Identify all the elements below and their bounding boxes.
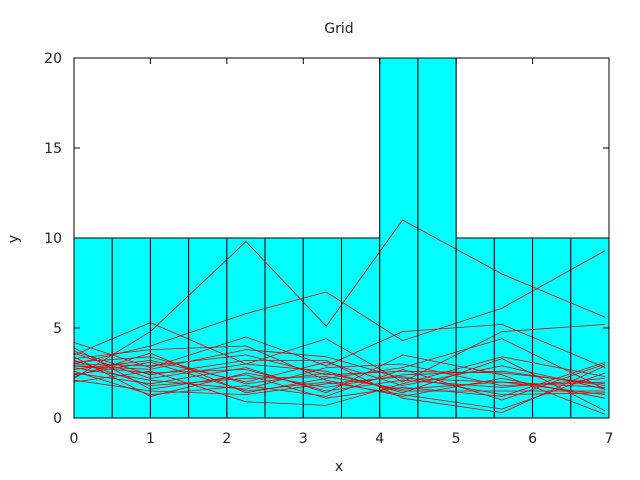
bar-0 bbox=[73, 237, 113, 419]
y-tick-label: 20 bbox=[44, 51, 62, 67]
x-axis-ticks: 0 1 2 3 4 5 6 7 bbox=[70, 58, 614, 447]
x-tick-label: 4 bbox=[375, 431, 384, 447]
y-axis-label: y bbox=[6, 235, 22, 243]
y-tick-label: 10 bbox=[44, 231, 62, 247]
bar-9 bbox=[417, 57, 457, 419]
series-line-17 bbox=[73, 354, 606, 415]
bar-7 bbox=[341, 237, 381, 419]
x-tick-label: 1 bbox=[146, 431, 155, 447]
x-axis-label: x bbox=[335, 459, 343, 475]
series-line-1 bbox=[73, 250, 606, 365]
chart-title: Grid bbox=[324, 21, 353, 37]
series-line-11 bbox=[73, 376, 606, 396]
series-line-21 bbox=[73, 349, 606, 395]
series-line-9 bbox=[73, 363, 606, 401]
series-lines-group bbox=[73, 219, 606, 415]
series-line-10 bbox=[73, 352, 606, 412]
series-line-12 bbox=[73, 345, 606, 399]
series-line-15 bbox=[73, 356, 606, 406]
y-tick-label: 15 bbox=[44, 141, 62, 157]
series-line-13 bbox=[73, 363, 606, 390]
y-tick-label: 0 bbox=[53, 411, 62, 427]
series-line-4 bbox=[73, 359, 606, 390]
series-line-3 bbox=[73, 323, 606, 369]
y-tick-label: 5 bbox=[53, 321, 62, 337]
series-line-6 bbox=[73, 365, 606, 392]
bar-1 bbox=[111, 237, 151, 419]
x-tick-label: 0 bbox=[70, 431, 79, 447]
series-line-18 bbox=[73, 351, 606, 414]
series-line-2 bbox=[73, 322, 606, 383]
y-axis-ticks: 0 5 10 15 20 bbox=[44, 51, 609, 427]
series-line-14 bbox=[73, 356, 606, 397]
bars-group bbox=[73, 57, 610, 419]
bar-6 bbox=[302, 237, 342, 419]
x-tick-label: 2 bbox=[222, 431, 231, 447]
series-line-5 bbox=[73, 354, 606, 385]
series-line-7 bbox=[73, 361, 606, 410]
x-tick-label: 3 bbox=[299, 431, 308, 447]
bar-8 bbox=[379, 57, 419, 419]
x-tick-label: 7 bbox=[605, 431, 614, 447]
series-line-19 bbox=[73, 338, 606, 394]
series-line-0 bbox=[73, 219, 606, 379]
x-tick-label: 6 bbox=[528, 431, 537, 447]
x-tick-label: 5 bbox=[452, 431, 461, 447]
series-line-16 bbox=[73, 356, 606, 392]
series-line-20 bbox=[73, 347, 606, 399]
